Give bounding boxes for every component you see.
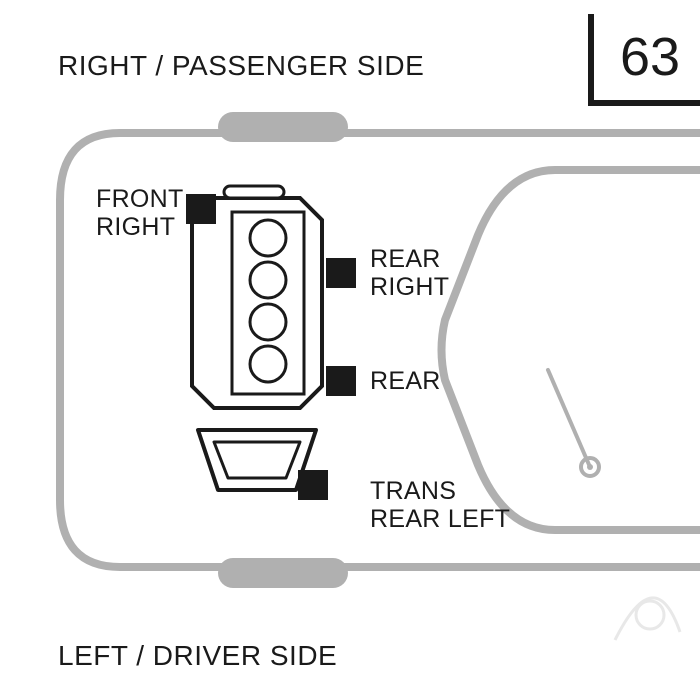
watermark-icon xyxy=(615,598,680,640)
mount-label-rear: REAR xyxy=(370,368,441,396)
mount-label-front-right: FRONT RIGHT xyxy=(96,186,184,241)
mount-label-rear-right: REAR RIGHT xyxy=(370,246,449,301)
diagram-svg xyxy=(0,0,700,700)
mount-label-trans-rear-left: TRANS REAR LEFT xyxy=(370,478,510,533)
